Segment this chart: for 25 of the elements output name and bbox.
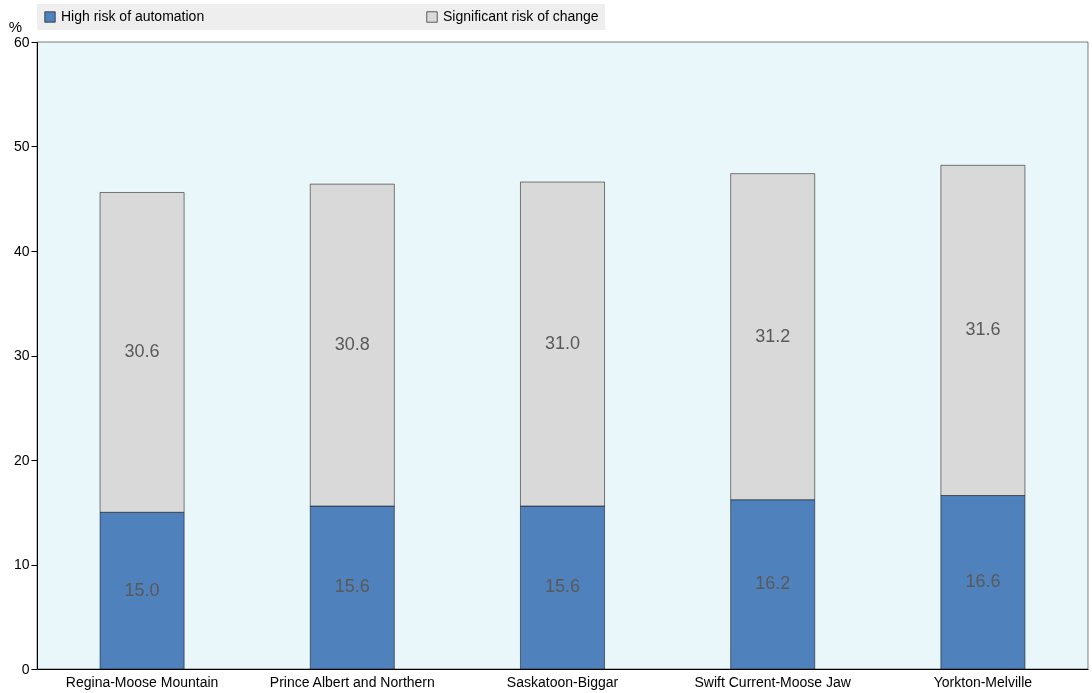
y-tick-label: 60 (13, 33, 30, 50)
data-label: 31.2 (755, 325, 791, 346)
legend-label: High risk of automation (61, 8, 205, 24)
y-axis-title: % (8, 17, 23, 35)
data-label: 30.6 (124, 341, 160, 362)
data-label: 30.8 (334, 334, 370, 355)
data-label: 15.6 (334, 576, 370, 597)
legend-label: Significant risk of change (443, 8, 599, 24)
y-tick-label: 20 (13, 451, 30, 468)
data-label: 31.6 (965, 319, 1001, 340)
x-tick-label: Swift Current-Moose Jaw (694, 673, 852, 690)
y-tick-label: 10 (13, 556, 30, 572)
x-tick-label: Prince Albert and Northern (269, 673, 435, 690)
x-tick-label: Saskatoon-Biggar (506, 673, 619, 690)
data-label: 15.6 (544, 576, 581, 597)
y-tick-label: 40 (13, 242, 30, 259)
x-tick-label: Yorkton-Melville (933, 673, 1033, 690)
data-label: 16.6 (965, 571, 1001, 592)
data-label: 31.0 (544, 333, 581, 354)
y-tick-label: 50 (13, 138, 30, 154)
data-label: 16.2 (755, 573, 791, 594)
x-tick-label: Regina-Moose Mountain (65, 673, 219, 690)
data-label: 15.0 (124, 579, 160, 600)
y-tick-label: 30 (13, 347, 30, 363)
y-tick-label: 0 (21, 660, 30, 677)
